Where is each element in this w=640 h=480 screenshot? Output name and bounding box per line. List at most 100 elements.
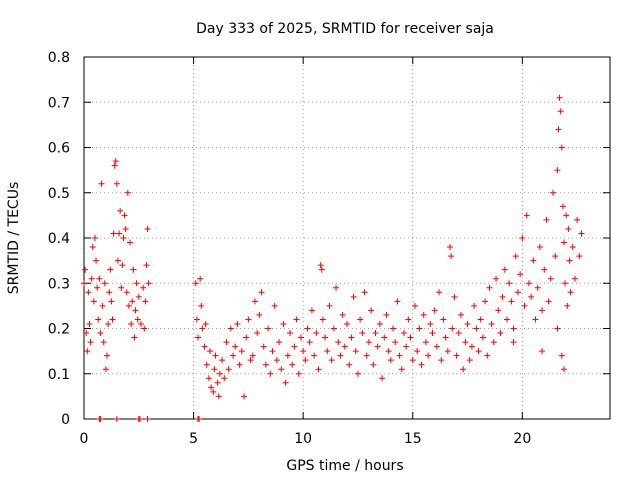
ticks xyxy=(83,56,610,420)
data-point xyxy=(536,244,543,251)
data-point xyxy=(291,343,298,350)
chart-title: Day 333 of 2025, SRMTID for receiver saj… xyxy=(196,21,494,37)
data-point xyxy=(109,316,116,323)
data-point xyxy=(490,339,497,346)
data-point xyxy=(137,320,144,327)
data-point xyxy=(534,284,541,291)
data-point xyxy=(370,361,377,368)
data-point xyxy=(460,366,467,373)
data-point xyxy=(289,361,296,368)
data-point xyxy=(192,280,199,287)
data-point xyxy=(102,366,109,373)
data-point xyxy=(510,325,517,332)
data-point xyxy=(225,366,232,373)
data-point xyxy=(359,330,366,337)
data-point xyxy=(249,352,256,359)
data-point xyxy=(107,266,114,273)
data-point xyxy=(523,212,530,219)
data-point xyxy=(141,325,148,332)
data-point xyxy=(212,352,219,359)
data-point xyxy=(453,352,460,359)
data-point xyxy=(94,284,101,291)
data-point xyxy=(411,302,418,309)
data-point xyxy=(503,316,510,323)
data-point xyxy=(120,235,127,241)
data-point xyxy=(420,311,427,318)
data-point xyxy=(284,352,291,359)
data-point xyxy=(121,212,128,219)
data-point xyxy=(576,253,583,260)
data-point xyxy=(193,316,200,323)
data-point xyxy=(495,307,502,314)
data-point xyxy=(287,330,294,337)
data-point xyxy=(398,366,405,373)
data-point xyxy=(468,343,475,350)
data-point xyxy=(135,293,142,300)
y-tick-label: 0.8 xyxy=(48,50,70,66)
data-point xyxy=(449,325,456,332)
data-point xyxy=(98,180,105,187)
data-point xyxy=(442,334,449,341)
data-point xyxy=(132,307,139,314)
data-point xyxy=(335,339,342,346)
data-point xyxy=(116,230,123,237)
data-point xyxy=(512,253,519,260)
data-point xyxy=(567,289,574,296)
data-point xyxy=(365,339,372,346)
data-point xyxy=(541,266,548,273)
data-point xyxy=(339,311,346,318)
data-point xyxy=(499,293,506,300)
data-point xyxy=(341,343,348,350)
x-tick-label: 20 xyxy=(513,431,531,447)
data-point xyxy=(295,370,302,377)
data-point xyxy=(247,357,254,364)
data-point xyxy=(199,325,206,332)
data-point xyxy=(211,366,218,373)
data-point xyxy=(473,325,480,332)
data-point xyxy=(100,339,107,346)
y-tick-label: 0 xyxy=(61,412,70,428)
data-point xyxy=(493,275,500,282)
data-point xyxy=(519,235,526,241)
data-point xyxy=(236,361,243,368)
data-point xyxy=(260,343,267,350)
data-point xyxy=(350,293,357,300)
data-point xyxy=(322,334,329,341)
data-point xyxy=(230,352,237,359)
data-point xyxy=(451,293,458,300)
data-point xyxy=(282,379,289,386)
data-point xyxy=(448,253,455,260)
data-point xyxy=(462,339,469,346)
data-point xyxy=(559,203,566,210)
data-point xyxy=(144,416,151,422)
data-point xyxy=(83,330,90,337)
data-point xyxy=(547,275,554,282)
data-point xyxy=(134,316,141,323)
data-point xyxy=(311,352,318,359)
data-point xyxy=(113,180,120,187)
data-point xyxy=(475,348,482,355)
y-tick-label: 0.5 xyxy=(48,186,70,202)
data-point xyxy=(243,334,250,341)
data-point xyxy=(245,316,252,323)
data-point xyxy=(508,298,515,305)
data-point xyxy=(101,280,108,287)
data-point xyxy=(545,298,552,305)
data-point xyxy=(111,162,118,169)
data-point xyxy=(81,280,87,287)
data-point xyxy=(128,320,135,327)
data-point xyxy=(93,257,100,264)
data-point xyxy=(118,284,125,291)
data-point xyxy=(372,330,379,337)
data-point xyxy=(205,375,212,382)
data-point xyxy=(560,239,567,246)
data-point xyxy=(122,225,129,232)
data-point xyxy=(466,357,473,364)
data-point xyxy=(113,416,120,422)
data-point xyxy=(105,320,112,327)
data-point xyxy=(479,334,486,341)
data-point xyxy=(374,343,381,350)
data-point xyxy=(82,266,89,273)
data-point xyxy=(315,366,322,373)
data-point xyxy=(308,307,315,314)
